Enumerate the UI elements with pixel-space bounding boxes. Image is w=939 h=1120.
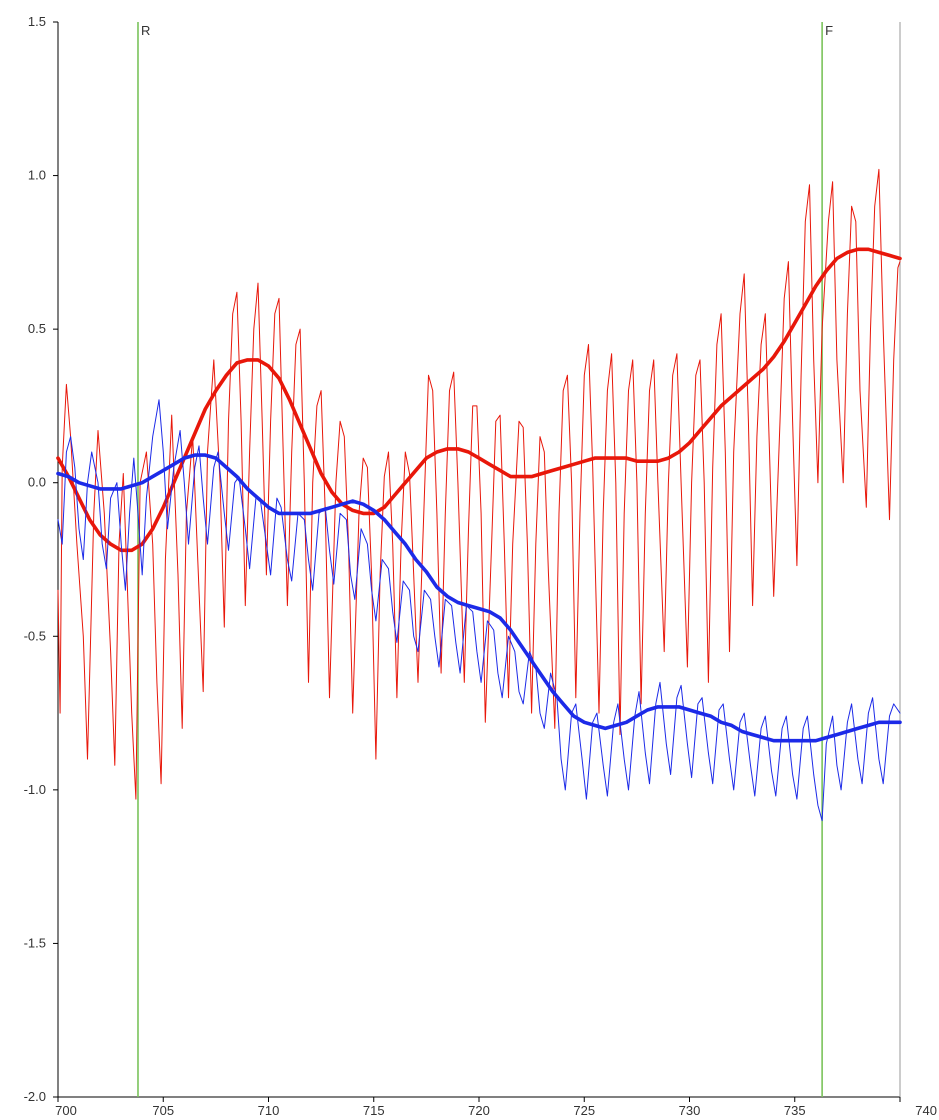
x-tick-label: 715 (363, 1103, 385, 1118)
y-tick-label: -1.0 (24, 782, 46, 797)
y-axis-ticks: -2.0 -1.5 -1.0 -0.5 0.0 0.5 1.0 1.5 (24, 14, 58, 1104)
y-tick-label: 1.5 (28, 14, 46, 29)
x-tick-label: 735 (784, 1103, 806, 1118)
y-tick-label: -0.5 (24, 628, 46, 643)
y-tick-label: 0.0 (28, 475, 46, 490)
x-tick-label: 700 (55, 1103, 77, 1118)
series-line-red-thin (57, 168, 901, 800)
y-tick-label: -2.0 (24, 1089, 46, 1104)
x-tick-label: 725 (573, 1103, 595, 1118)
x-tick-label: 720 (468, 1103, 490, 1118)
series-line-blue-thick (56, 453, 902, 743)
y-tick-label: 0.5 (28, 321, 46, 336)
x-tick-label: 705 (152, 1103, 174, 1118)
marker-label-f: F (825, 23, 833, 38)
x-tick-label: 740 (915, 1103, 937, 1118)
x-axis-ticks: 700 705 710 715 720 725 730 735 740 (55, 1097, 937, 1118)
plot-frame (57, 22, 901, 1098)
series-line-red-thick (56, 247, 902, 553)
marker-label-r: R (141, 23, 150, 38)
series-line-blue-thin (57, 399, 901, 822)
y-tick-label: -1.5 (24, 935, 46, 950)
x-tick-label: 730 (679, 1103, 701, 1118)
series-lines (56, 168, 902, 822)
y-tick-label: 1.0 (28, 168, 46, 183)
x-tick-label: 710 (258, 1103, 280, 1118)
